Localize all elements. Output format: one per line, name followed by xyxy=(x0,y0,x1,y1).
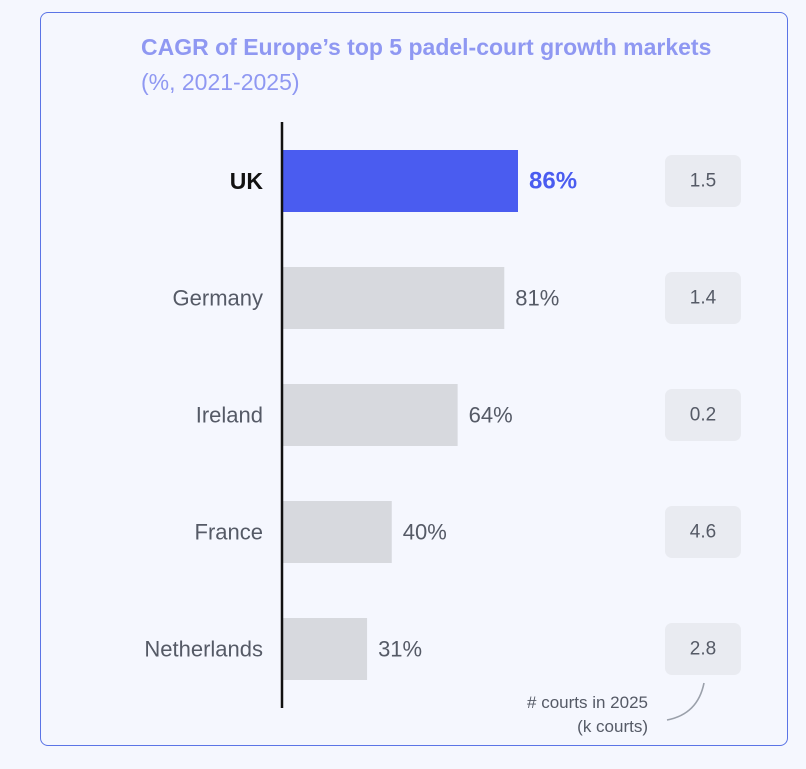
courts-box-germany xyxy=(665,272,741,324)
bar-germany xyxy=(282,267,505,329)
courts-value-germany: 1.4 xyxy=(690,288,717,309)
bar-ireland xyxy=(282,384,458,446)
courts-value-netherlands: 2.8 xyxy=(690,639,716,660)
courts-box-france xyxy=(665,506,741,558)
chart-card xyxy=(40,12,788,746)
category-label-netherlands: Netherlands xyxy=(144,637,263,662)
courts-box-ireland xyxy=(665,389,741,441)
value-label-france: 40% xyxy=(403,520,447,545)
value-label-germany: 81% xyxy=(515,286,559,311)
category-label-germany: Germany xyxy=(173,286,263,311)
courts-value-france: 4.6 xyxy=(690,522,716,543)
category-label-uk: UK xyxy=(230,168,264,194)
courts-box-uk xyxy=(665,155,741,207)
courts-note-connector xyxy=(666,682,705,721)
category-label-ireland: Ireland xyxy=(196,403,263,428)
courts-note: # courts in 2025 (k courts) xyxy=(470,691,648,739)
bar-uk xyxy=(282,150,518,212)
chart-title: CAGR of Europe’s top 5 padel-court growt… xyxy=(141,30,741,100)
courts-value-ireland: 0.2 xyxy=(690,405,716,426)
value-label-ireland: 64% xyxy=(469,403,513,428)
bar-france xyxy=(282,501,392,563)
courts-note-line-2: (k courts) xyxy=(577,717,648,736)
courts-value-uk: 1.5 xyxy=(690,171,716,192)
value-label-uk: 86% xyxy=(529,168,577,195)
courts-box-netherlands xyxy=(665,623,741,675)
courts-note-line-1: # courts in 2025 xyxy=(527,693,648,712)
chart-subtitle: (%, 2021-2025) xyxy=(141,69,300,95)
chart-title-main: CAGR of Europe’s top 5 padel-court growt… xyxy=(141,34,712,60)
bar-netherlands xyxy=(282,618,368,680)
value-label-netherlands: 31% xyxy=(378,637,422,662)
category-label-france: France xyxy=(195,520,263,545)
